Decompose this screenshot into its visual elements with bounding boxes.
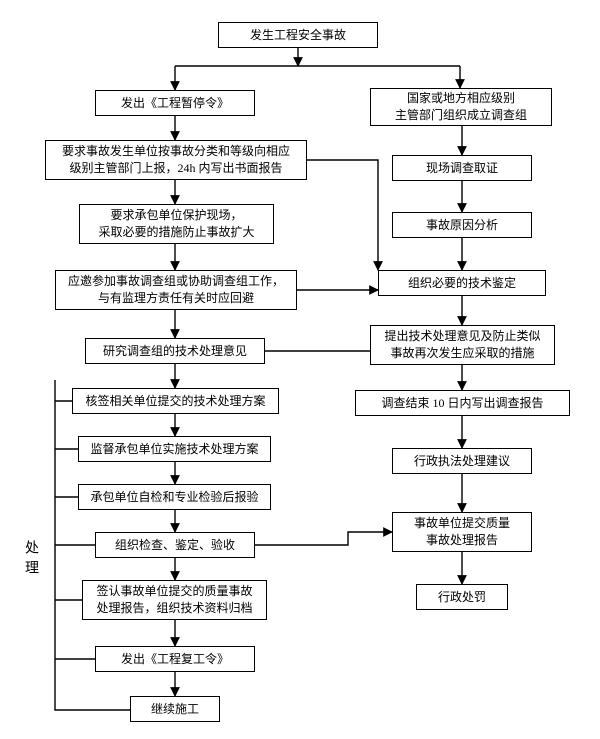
node-n3: 国家或地方相应级别主管部门组织成立调查组 bbox=[370, 88, 552, 126]
node-n15: 行政执法处理建议 bbox=[392, 448, 532, 474]
node-n10: 研究调查组的技术处理意见 bbox=[85, 338, 265, 364]
node-n4: 要求事故发生单位按事故分类和等级向相应级别主管部门上报，24h 内写出书面报告 bbox=[45, 140, 307, 180]
node-n6: 要求承包单位保护现场，采取必要的措施防止事故扩大 bbox=[79, 204, 274, 244]
node-n20: 行政处罚 bbox=[416, 584, 508, 610]
node-n7: 事故原因分析 bbox=[392, 212, 532, 238]
node-n9: 组织必要的技术鉴定 bbox=[378, 270, 546, 296]
node-n13: 调查结束 10 日内写出调查报告 bbox=[355, 390, 570, 416]
node-n19: 签认事故单位提交的质量事故处理报告，组织技术资料归档 bbox=[82, 580, 267, 620]
node-n1: 发生工程安全事故 bbox=[218, 22, 378, 48]
side-label: 处理 bbox=[20, 540, 40, 580]
node-n22: 继续施工 bbox=[130, 696, 220, 722]
node-n11: 提出技术处理意见及防止类似事故再次发生应采取的措施 bbox=[370, 325, 555, 365]
node-n8: 应邀参加事故调查组或协助调查组工作，与有监理方责任有关时应回避 bbox=[55, 270, 297, 310]
node-n12: 核签相关单位提交的技术处理方案 bbox=[72, 388, 279, 414]
node-n17: 组织检查、鉴定、验收 bbox=[95, 532, 255, 558]
node-n18: 事故单位提交质量事故处理报告 bbox=[392, 512, 532, 552]
node-n5: 现场调查取证 bbox=[392, 155, 532, 181]
node-n16: 承包单位自检和专业检验后报验 bbox=[78, 484, 271, 510]
node-n2: 发出《工程暂停令》 bbox=[95, 90, 255, 116]
node-n14: 监督承包单位实施技术处理方案 bbox=[78, 436, 271, 462]
node-n21: 发出《工程复工令》 bbox=[95, 646, 255, 672]
